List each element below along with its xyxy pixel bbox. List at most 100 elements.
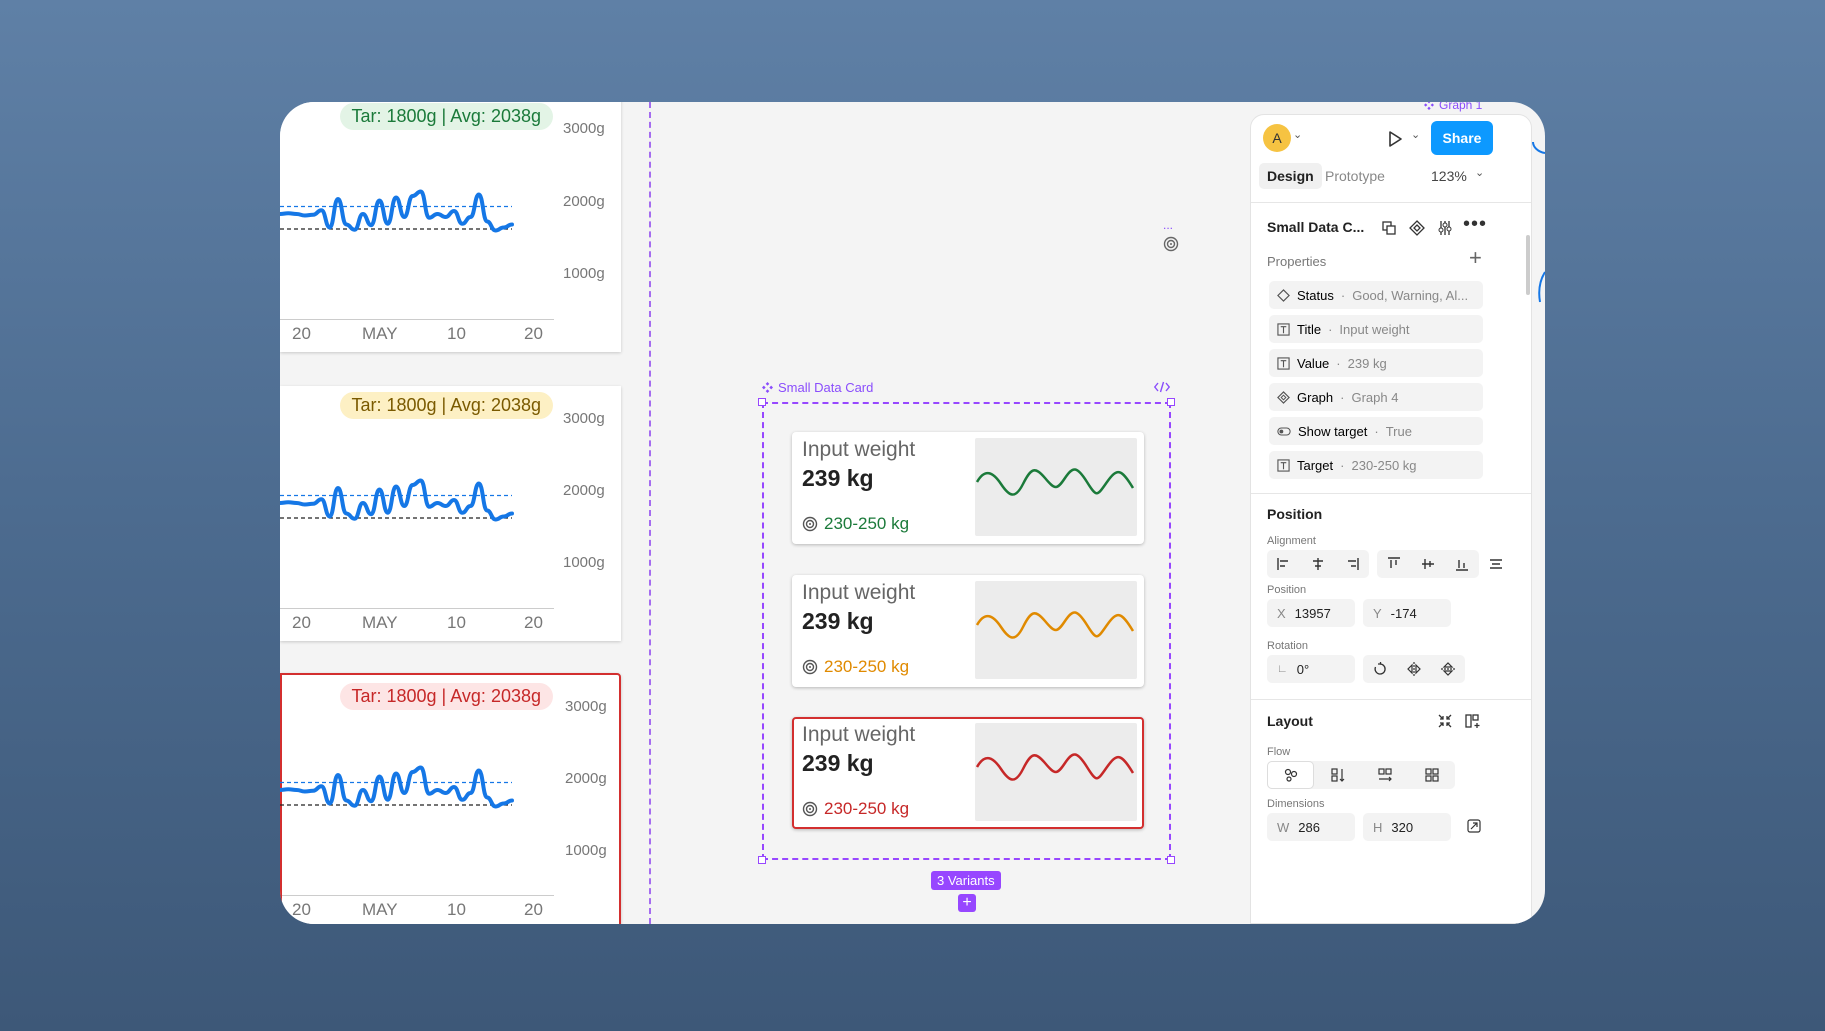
property-name: Show target (1298, 423, 1368, 439)
x-tick: 20 (524, 613, 543, 632)
x-tick: 20 (292, 324, 311, 343)
small-data-card-good[interactable]: Input weight 239 kg 230-250 kg (792, 432, 1144, 544)
toggle-icon (1277, 426, 1291, 436)
component-name[interactable]: Small Data C... (1267, 219, 1365, 235)
avatar[interactable]: A (1263, 124, 1291, 152)
more-icon[interactable]: ••• (1463, 213, 1488, 235)
play-icon[interactable] (1387, 130, 1403, 148)
align-bottom-icon[interactable] (1445, 550, 1479, 578)
transform-group[interactable] (1363, 655, 1465, 683)
share-button[interactable]: Share (1431, 121, 1493, 155)
graph-card-alert[interactable]: Tar: 1800g | Avg: 2038g 3000g 2000g 1000… (280, 673, 621, 924)
chevron-down-icon[interactable]: ⌄ (1293, 129, 1303, 141)
x-position-field[interactable]: X 13957 (1267, 599, 1355, 627)
status-pill: Tar: 1800g | Avg: 2038g (339, 683, 553, 710)
code-icon[interactable] (1154, 381, 1170, 393)
resize-handle[interactable] (758, 398, 766, 406)
target-icon (802, 659, 818, 675)
go-to-main-icon[interactable] (1381, 220, 1397, 236)
height-field[interactable]: H 320 (1363, 813, 1451, 841)
section-divider (649, 102, 651, 924)
collapse-icon[interactable] (1437, 713, 1453, 729)
divider (1251, 202, 1531, 203)
component-diamond-icon[interactable] (1409, 220, 1425, 236)
width-field[interactable]: W 286 (1267, 813, 1355, 841)
property-name: Target (1297, 457, 1334, 473)
flow-grid-icon[interactable] (1408, 761, 1455, 789)
chevron-down-icon[interactable]: ⌄ (1475, 167, 1485, 179)
property-name: Value (1297, 355, 1330, 371)
horizontal-align-group[interactable] (1267, 550, 1369, 578)
layout-title: Layout (1267, 713, 1313, 729)
property-separator: · (1340, 457, 1345, 473)
canvas-edge-stroke (1532, 142, 1545, 303)
align-center-v-icon[interactable] (1411, 550, 1445, 578)
adjust-icon[interactable] (1437, 220, 1453, 236)
small-data-card-warning[interactable]: Input weight 239 kg 230-250 kg (792, 575, 1144, 687)
add-variant-button[interactable]: + (958, 894, 976, 912)
rotation-field[interactable]: ∟ 0° (1267, 655, 1355, 683)
add-property-icon[interactable]: + (1469, 245, 1482, 270)
scrollbar[interactable] (1526, 235, 1530, 295)
graph-tag-label: Graph 1 (1439, 102, 1483, 112)
property-separator: · (1340, 287, 1346, 303)
align-left-icon[interactable] (1267, 550, 1301, 578)
y-label: Y (1373, 605, 1382, 621)
property-graph[interactable]: Graph · Graph 4 (1269, 383, 1483, 411)
sparkline-warning (971, 611, 1135, 639)
flow-freeform-icon[interactable] (1267, 761, 1314, 789)
vertical-align-group[interactable] (1377, 550, 1479, 578)
flow-horizontal-icon[interactable] (1361, 761, 1408, 789)
property-name: Status (1297, 287, 1334, 303)
variant-icon (1277, 288, 1290, 302)
divider (1251, 699, 1531, 700)
align-right-icon[interactable] (1335, 550, 1369, 578)
target-icon[interactable] (1163, 236, 1179, 252)
tab-prototype[interactable]: Prototype (1325, 168, 1385, 184)
align-top-icon[interactable] (1377, 550, 1411, 578)
property-value[interactable]: Value · 239 kg (1269, 349, 1483, 377)
flow-group[interactable] (1267, 761, 1455, 789)
design-panel: A ⌄ ⌄ Share Design Prototype 123% ⌄ Smal… (1250, 114, 1532, 924)
x-tick: 10 (447, 613, 466, 632)
component-label[interactable]: Small Data Card (762, 380, 873, 395)
graph-card-warning[interactable]: Tar: 1800g | Avg: 2038g 3000g 2000g 1000… (280, 386, 621, 641)
property-value: Good, Warning, Al... (1352, 287, 1469, 303)
x-tick: 20 (524, 900, 543, 919)
series-line (280, 478, 514, 522)
property-value: 230-250 kg (1351, 457, 1417, 473)
card-target: 230-250 kg (802, 657, 909, 677)
align-center-h-icon[interactable] (1301, 550, 1335, 578)
flip-vertical-icon[interactable] (1431, 655, 1465, 683)
zoom-level[interactable]: 123% (1431, 168, 1467, 184)
property-separator: · (1340, 389, 1345, 405)
flip-horizontal-icon[interactable] (1397, 655, 1431, 683)
y-position-field[interactable]: Y -174 (1363, 599, 1451, 627)
rotate-icon[interactable] (1363, 655, 1397, 683)
property-target[interactable]: Target · 230-250 kg (1269, 451, 1483, 479)
card-target-value: 230-250 kg (824, 657, 910, 676)
resize-handle[interactable] (1167, 856, 1175, 864)
constrain-proportions-icon[interactable] (1467, 819, 1481, 833)
property-value: Input weight (1339, 321, 1410, 337)
property-show-target[interactable]: Show target · True (1269, 417, 1483, 445)
small-data-card-alert[interactable]: Input weight 239 kg 230-250 kg (792, 717, 1144, 829)
flow-vertical-icon[interactable] (1314, 761, 1361, 789)
graph-card-good[interactable]: Tar: 1800g | Avg: 2038g 3000g 2000g 1000… (280, 102, 621, 352)
selection-frame[interactable] (762, 402, 1171, 860)
property-status[interactable]: Status · Good, Warning, Al... (1269, 281, 1483, 309)
variants-badge[interactable]: 3 Variants (931, 871, 1001, 890)
tab-design[interactable]: Design (1259, 163, 1322, 189)
x-axis-line (280, 319, 554, 320)
distribute-icon[interactable] (1489, 558, 1503, 570)
auto-layout-icon[interactable] (1465, 713, 1481, 729)
resize-handle[interactable] (758, 856, 766, 864)
y-value: -174 (1390, 605, 1417, 621)
property-title[interactable]: Title · Input weight (1269, 315, 1483, 343)
h-value: 320 (1391, 819, 1414, 835)
chevron-down-icon[interactable]: ⌄ (1411, 129, 1421, 141)
card-title: Input weight (802, 723, 916, 746)
graph-tag[interactable]: Graph 1 (1424, 102, 1482, 112)
property-value: Graph 4 (1351, 389, 1399, 405)
resize-handle[interactable] (1167, 398, 1175, 406)
